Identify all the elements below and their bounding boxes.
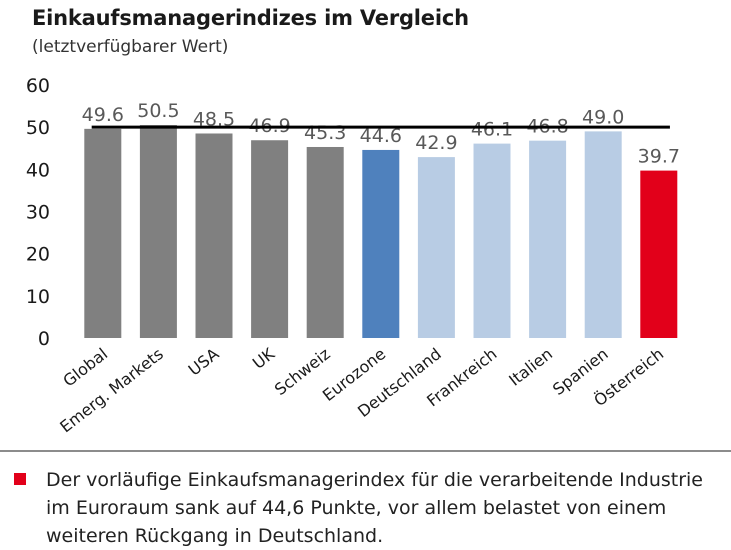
bar — [473, 143, 511, 338]
footnote-text: Der vorläufige Einkaufsmanagerindex für … — [46, 469, 703, 547]
x-tick-label: Italien — [505, 344, 556, 390]
data-label: 49.0 — [582, 106, 624, 128]
bar — [362, 149, 400, 338]
data-label: 45.3 — [304, 122, 346, 144]
y-tick-label: 40 — [26, 159, 50, 181]
bar — [139, 125, 177, 338]
bar — [640, 170, 678, 338]
chart-title: Einkaufsmanagerindizes im Vergleich — [32, 6, 469, 30]
y-tick-label: 50 — [26, 117, 50, 139]
y-tick-label: 60 — [26, 75, 50, 97]
value-labels: 49.6 50.5 48.5 46.9 45.3 44.6 42.946.1 46.8 49.0… — [82, 100, 680, 168]
divider — [0, 450, 731, 452]
chart-subtitle: (letztverfügbarer Wert) — [32, 37, 229, 57]
data-label: 42.9 — [415, 132, 457, 154]
bar — [584, 131, 622, 338]
y-tick-label: 10 — [26, 286, 50, 308]
data-label: 49.6 — [82, 104, 124, 126]
y-tick-label: 20 — [26, 244, 50, 266]
y-tick-label: 0 — [38, 328, 50, 350]
bar — [306, 146, 344, 338]
data-label: 48.5 — [193, 108, 235, 130]
data-label: 50.5 — [137, 100, 179, 122]
y-tick-label: 30 — [26, 202, 50, 224]
bar — [195, 133, 233, 338]
bar — [529, 140, 567, 338]
y-axis: 0 10 20 30 40 50 60 — [26, 75, 50, 350]
bar — [84, 128, 122, 338]
footnote-marker — [14, 473, 26, 485]
data-label: 46.1 — [471, 119, 513, 141]
x-tick-label: Emerg. Markets — [56, 344, 167, 436]
bar — [417, 157, 455, 338]
footnote: Der vorläufige Einkaufsmanagerindex für … — [14, 466, 714, 550]
bar — [251, 140, 289, 338]
x-tick-label: UK — [249, 344, 279, 373]
x-tick-label: USA — [185, 344, 223, 379]
data-label: 39.7 — [638, 146, 680, 168]
data-label: 44.6 — [360, 125, 402, 147]
bars — [84, 125, 678, 338]
